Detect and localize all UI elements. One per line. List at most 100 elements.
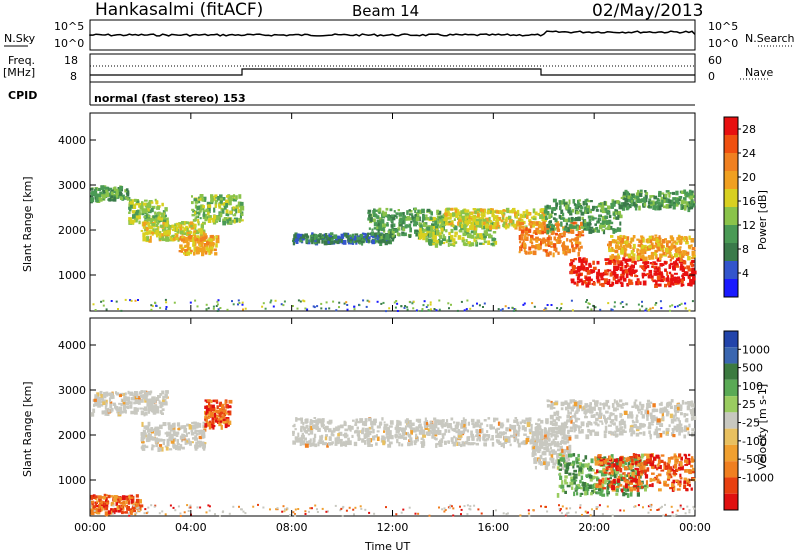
echo-cell: [523, 440, 527, 446]
echo-cell: [186, 440, 189, 443]
clutter-cell: [478, 304, 481, 307]
echo-cell: [559, 442, 562, 445]
echo-cell: [587, 428, 591, 433]
echo-cell: [149, 226, 154, 230]
echo-cell: [558, 416, 562, 419]
echo-cell: [155, 409, 160, 414]
echo-cell: [659, 433, 663, 438]
echo-cell: [651, 265, 654, 268]
echo-cell: [463, 426, 467, 432]
echo-cell: [644, 266, 648, 270]
echo-cell: [175, 237, 179, 240]
echo-cell: [185, 432, 188, 437]
clutter-cell: [324, 307, 327, 310]
clutter-cell: [429, 303, 432, 306]
echo-cell: [438, 216, 441, 219]
echo-cell: [565, 250, 568, 254]
echo-cell: [517, 442, 521, 448]
echo-cell: [692, 195, 695, 198]
echo-cell: [435, 419, 439, 423]
echo-cell: [610, 235, 614, 238]
echo-cell: [129, 496, 134, 499]
echo-cell: [692, 277, 696, 281]
echo-cell: [574, 434, 579, 439]
echo-cell: [687, 245, 691, 249]
echo-cell: [479, 233, 483, 238]
echo-cell: [425, 237, 429, 243]
echo-cell: [591, 269, 596, 273]
echo-cell: [371, 239, 375, 245]
clutter-cell: [124, 298, 127, 301]
echo-cell: [592, 208, 595, 212]
echo-cell: [490, 242, 494, 246]
echo-cell: [430, 227, 433, 232]
clutter-cell: [194, 299, 197, 302]
echo-cell: [460, 423, 464, 427]
echo-cell: [494, 215, 499, 220]
echo-cell: [614, 430, 617, 434]
echo-cell: [205, 409, 209, 414]
echo-cell: [679, 256, 683, 262]
echo-cell: [145, 438, 150, 443]
echo-cell: [612, 200, 615, 205]
echo-cell: [397, 435, 402, 439]
clutter-cell: [338, 301, 341, 304]
echo-cell: [296, 234, 300, 238]
echo-cell: [610, 431, 615, 434]
echo-cell: [149, 433, 152, 439]
echo-cell: [509, 210, 513, 214]
echo-cell: [673, 240, 677, 244]
echo-cell: [690, 262, 694, 268]
clutter-cell: [463, 309, 466, 312]
echo-cell: [235, 204, 238, 208]
echo-cell: [238, 217, 242, 222]
echo-cell: [481, 210, 485, 214]
echo-cell: [313, 236, 317, 241]
echo-cell: [685, 240, 689, 245]
echo-cell: [552, 402, 556, 406]
clutter-cell: [655, 302, 658, 304]
echo-cell: [309, 421, 312, 426]
echo-cell: [544, 434, 547, 438]
echo-cell: [595, 209, 599, 212]
echo-cell: [518, 235, 521, 240]
echo-cell: [622, 257, 626, 262]
echo-cell: [158, 236, 162, 241]
nsky-label: N.Sky: [4, 32, 36, 45]
echo-cell: [475, 442, 479, 446]
echo-cell: [171, 433, 174, 438]
echo-cell: [578, 247, 581, 252]
echo-cell: [621, 266, 624, 270]
echo-cell: [235, 195, 238, 200]
echo-cell: [549, 420, 553, 425]
echo-cell: [376, 430, 380, 433]
echo-cell: [127, 390, 130, 395]
echo-cell: [651, 242, 654, 245]
echo-cell: [512, 208, 515, 213]
echo-cell: [669, 402, 673, 405]
cpid-label: CPID: [8, 89, 38, 102]
echo-cell: [589, 210, 592, 214]
echo-cell: [157, 396, 160, 401]
echo-cell: [625, 258, 629, 262]
echo-cell: [425, 422, 429, 426]
echo-cell: [214, 419, 218, 423]
echo-cell: [130, 510, 133, 515]
echo-cell: [639, 265, 644, 268]
echo-cell: [156, 226, 160, 230]
echo-cell: [370, 421, 374, 426]
echo-cell: [599, 218, 602, 222]
echo-cell: [631, 264, 635, 269]
echo-cell: [154, 437, 158, 443]
echo-cell: [690, 413, 695, 417]
echo-cell: [202, 213, 206, 217]
echo-cell: [643, 423, 646, 427]
echo-cell: [443, 218, 447, 221]
echo-cell: [105, 494, 108, 497]
echo-cell: [686, 191, 689, 194]
echo-cell: [635, 417, 638, 422]
echo-cell: [186, 242, 190, 246]
echo-cell: [437, 224, 440, 227]
echo-cell: [398, 421, 402, 426]
echo-cell: [361, 430, 364, 435]
